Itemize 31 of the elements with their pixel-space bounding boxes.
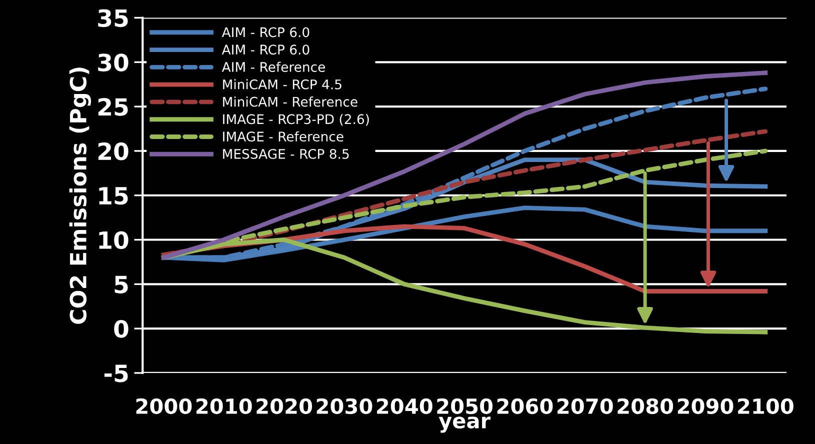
x-tick-label: 2030 (316, 398, 372, 414)
y-tick-label: 25 (98, 98, 128, 116)
x-tick-label: 2090 (678, 398, 734, 414)
legend-label: AIM - Reference (222, 62, 325, 72)
legend-label: AIM - RCP 6.0 (222, 44, 310, 55)
legend-label: MiniCAM - Reference (223, 96, 358, 107)
legend-label: AIM - RCP 6.0 (222, 27, 310, 38)
x-tick-label: 2050 (437, 398, 493, 414)
legend-label: MESSAGE - RCP 8.5 (223, 148, 349, 159)
x-tick-label: 2060 (497, 398, 553, 414)
y-tick-label: 15 (99, 187, 128, 205)
y-tick-label: 30 (98, 54, 128, 72)
x-tick-label: 2100 (738, 398, 794, 414)
x-tick-label: 2000 (136, 398, 192, 414)
y-tick-label: -5 (104, 364, 128, 382)
y-tick-label: 35 (98, 9, 128, 28)
x-tick-label: 2020 (256, 398, 312, 414)
y-axis-title: CO2 Emissions (PgC) (69, 68, 92, 324)
x-tick-label: 2070 (558, 398, 613, 414)
line-series (161, 129, 768, 258)
x-tick-label: 2080 (618, 398, 674, 414)
y-tick-label: 20 (98, 142, 128, 160)
y-tick-label: 5 (114, 276, 128, 294)
legend-label: IMAGE - Reference (223, 131, 344, 142)
y-tick-label: 10 (99, 231, 128, 250)
y-tick-label: 0 (114, 320, 128, 338)
legend-label: MiniCAM - RCP 4.5 (223, 79, 342, 90)
x-tick-label: 2040 (377, 398, 432, 414)
legend-label: IMAGE - RCP3-PD (2.6) (223, 114, 369, 126)
x-axis-title: year (438, 416, 491, 433)
x-tick-label: 2010 (196, 398, 252, 414)
